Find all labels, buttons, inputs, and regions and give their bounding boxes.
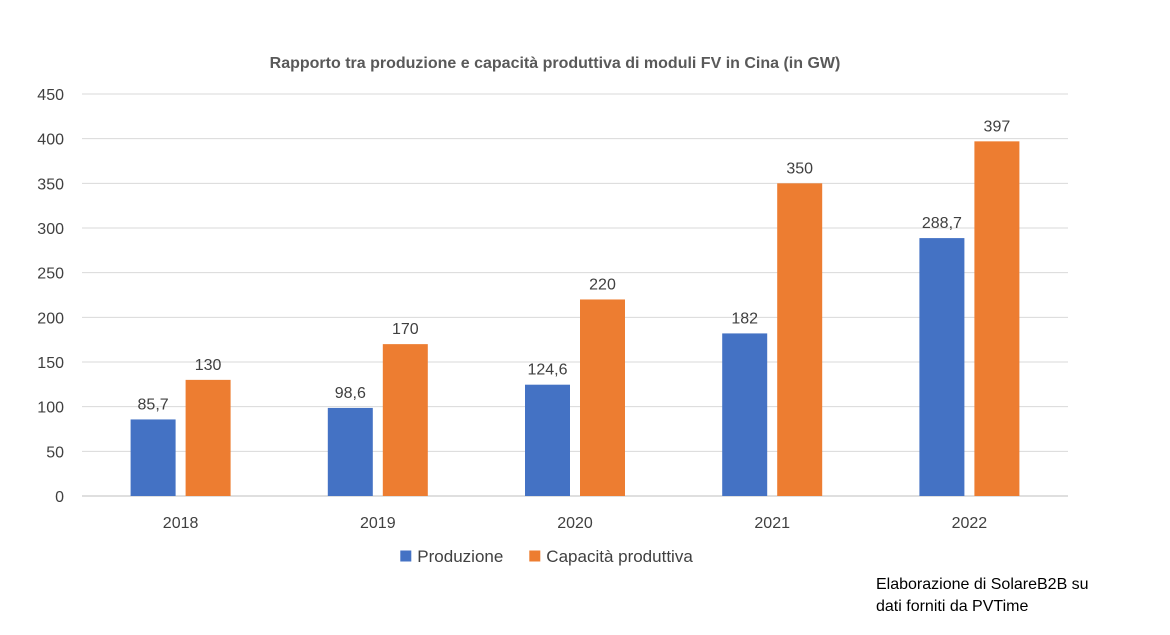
x-axis-ticks: 2018 2019 2020 2021 2022 — [163, 515, 987, 532]
bar-capacita-2022 — [974, 141, 1020, 496]
bar-produzione-2020 — [525, 384, 570, 496]
bar-produzione-2021 — [722, 333, 768, 496]
x-tick-label: 2019 — [360, 515, 396, 532]
y-tick-label: 450 — [37, 87, 64, 104]
legend: Produzione Capacità produttiva — [400, 547, 693, 566]
x-tick-label: 2020 — [557, 515, 593, 532]
data-label: 220 — [589, 276, 616, 293]
source-credit: Elaborazione di SolareB2B su dati fornit… — [876, 574, 1089, 618]
y-tick-label: 300 — [37, 221, 64, 238]
legend-swatch — [529, 550, 541, 562]
legend-label: Capacità produttiva — [546, 547, 693, 566]
x-tick-label: 2021 — [754, 515, 790, 532]
x-tick-label: 2018 — [163, 515, 199, 532]
y-tick-label: 350 — [37, 176, 64, 193]
y-tick-label: 150 — [37, 355, 64, 372]
legend-swatch — [400, 550, 412, 562]
chart-title: Rapporto tra produzione e capacità produ… — [270, 55, 841, 72]
data-labels: 85,7 130 98,6 170 124,6 220 182 350 288,7 397 — [138, 118, 1011, 413]
bar-capacita-2021 — [777, 183, 823, 497]
y-axis-ticks: 0 50 100 150 200 250 300 350 400 450 — [37, 87, 64, 506]
y-tick-label: 100 — [37, 400, 64, 417]
gridlines — [82, 93, 1068, 497]
y-tick-label: 250 — [37, 266, 64, 283]
bar-produzione-2022 — [919, 238, 965, 496]
credit-line-1: Elaborazione di SolareB2B su — [876, 576, 1089, 593]
data-label: 350 — [786, 160, 813, 177]
data-label: 85,7 — [138, 396, 169, 413]
data-label: 288,7 — [922, 215, 962, 232]
bar-capacita-2019 — [382, 344, 428, 496]
y-tick-label: 50 — [46, 444, 64, 461]
y-tick-label: 0 — [55, 489, 64, 506]
data-label: 124,6 — [527, 362, 567, 379]
bar-produzione-2018 — [130, 419, 176, 496]
data-label: 397 — [984, 118, 1011, 135]
credit-line-2: dati forniti da PVTime — [876, 598, 1029, 615]
y-tick-label: 200 — [37, 310, 64, 327]
bar-capacita-2020 — [580, 299, 625, 496]
data-label: 98,6 — [335, 385, 366, 402]
legend-label: Produzione — [417, 547, 503, 566]
bars — [130, 141, 1020, 497]
data-label: 182 — [731, 310, 758, 327]
data-label: 130 — [195, 357, 222, 374]
x-tick-label: 2022 — [952, 515, 988, 532]
bar-capacita-2018 — [185, 379, 231, 496]
y-tick-label: 400 — [37, 132, 64, 149]
bar-produzione-2019 — [327, 407, 373, 496]
data-label: 170 — [392, 321, 419, 338]
